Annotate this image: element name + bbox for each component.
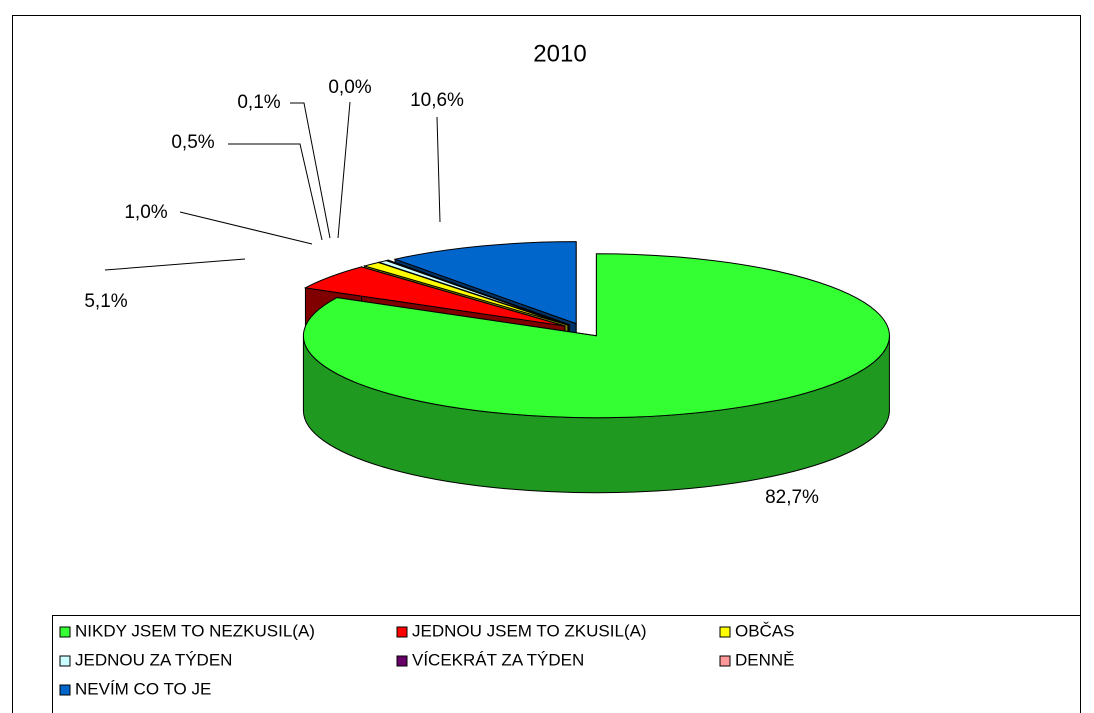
leader-line — [104, 258, 246, 271]
legend-label: OBČAS — [735, 621, 795, 640]
legend-label: DENNĚ — [735, 650, 795, 669]
legend-swatch — [59, 655, 71, 667]
value-label: 5,1% — [84, 291, 127, 312]
legend-swatch — [59, 684, 71, 696]
slice — [303, 266, 565, 327]
legend-swatch — [719, 626, 731, 638]
value-label: 0,0% — [328, 77, 371, 98]
leader-line — [337, 101, 351, 239]
value-label: 1,0% — [124, 202, 167, 223]
legend-label: VÍCEKRÁT ZA TÝDEN — [412, 650, 584, 669]
legend-swatch — [396, 626, 408, 638]
value-label: 0,1% — [237, 92, 280, 113]
value-label: 82,7% — [765, 487, 819, 508]
leader-line — [290, 102, 331, 239]
value-label: 10,6% — [410, 90, 464, 111]
legend-label: JEDNOU JSEM TO ZKUSIL(A) — [412, 621, 647, 640]
leader-line — [228, 143, 323, 241]
leader-line — [436, 116, 441, 223]
legend-label: NEVÍM CO TO JE — [75, 679, 211, 698]
slice — [302, 253, 890, 419]
legend-swatch — [59, 626, 71, 638]
legend-label: JEDNOU ZA TÝDEN — [75, 650, 232, 669]
chart-title: 2010 — [533, 40, 586, 67]
leader-line — [179, 211, 313, 245]
slice — [393, 241, 577, 325]
value-label: 0,5% — [171, 132, 214, 153]
legend-swatch — [396, 655, 408, 667]
legend-box — [52, 615, 1081, 713]
slice — [362, 261, 569, 326]
legend-label: NIKDY JSEM TO NEZKUSIL(A) — [75, 621, 315, 640]
legend-swatch — [719, 655, 731, 667]
